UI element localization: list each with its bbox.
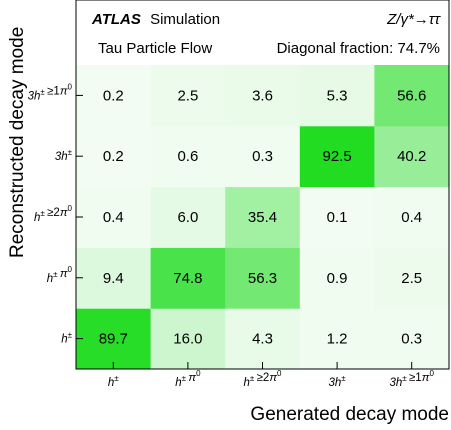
cell-value-label: 0.6 — [177, 148, 198, 165]
cell-value-label: 92.5 — [322, 148, 351, 165]
matrix-cell — [150, 186, 226, 248]
matrix-cell — [299, 65, 375, 127]
cell-value-label: 2.5 — [401, 270, 422, 287]
y-tick-label: 3h± ≥1π0 — [28, 82, 73, 102]
matrix-cell — [76, 247, 152, 309]
cell-value-label: 5.3 — [327, 87, 348, 104]
matrix-cell — [225, 65, 301, 127]
matrix-cell — [150, 308, 226, 370]
y-tick-label: h± π0 — [47, 265, 73, 285]
cell-value-label: 0.9 — [327, 270, 348, 287]
matrix-cell — [225, 125, 301, 188]
cell-value-label: 9.4 — [103, 270, 124, 287]
matrix-cell — [374, 125, 450, 188]
cell-value-label: 4.3 — [252, 331, 273, 348]
x-axis-title: Generated decay mode — [250, 404, 449, 425]
cell-value-label: 6.0 — [177, 209, 198, 226]
cell-value-label: 74.8 — [173, 270, 202, 287]
matrix-cell — [76, 308, 152, 370]
x-tick-label: h± — [108, 374, 119, 389]
cell-value-label: 1.2 — [327, 331, 348, 348]
matrix-cell — [225, 186, 301, 248]
matrix-cell — [225, 308, 301, 370]
y-tick-label: h± — [61, 331, 72, 346]
plot-frame — [75, 0, 450, 370]
matrix-cell — [374, 308, 450, 370]
cell-value-label: 56.3 — [248, 270, 277, 287]
algorithm-label: Tau Particle Flow — [98, 40, 212, 57]
process-label: Z/γ*→ττ — [386, 11, 441, 28]
cell-value-label: 3.6 — [252, 87, 273, 104]
cell-value-label: 0.2 — [103, 87, 124, 104]
cell-value-label: 2.5 — [177, 87, 198, 104]
matrix-cells: 89.7 16.0 4.3 1.2 0.3 9.4 74.8 56.3 0.9 2.5 0.4 6.0… — [76, 0, 450, 370]
cell-value-label: 89.7 — [99, 331, 128, 348]
x-tick-label: h± ≥2π0 — [244, 369, 283, 389]
matrix-cell — [299, 247, 375, 309]
cell-value-label: 16.0 — [173, 331, 202, 348]
x-tick-label: 3h± ≥1π0 — [390, 369, 435, 389]
matrix-cell — [225, 247, 301, 309]
cell-value-label: 0.1 — [327, 209, 348, 226]
cell-value-label: 0.3 — [252, 148, 273, 165]
matrix-cell — [150, 65, 226, 127]
x-tick-label: 3h± — [329, 374, 347, 389]
cell-value-label: 56.6 — [397, 87, 426, 104]
x-tick-labels: h± h± π0 h± ≥2π0 3h± 3h± ≥1π0 — [108, 369, 435, 389]
matrix-cell — [299, 186, 375, 248]
cell-value-label: 0.4 — [103, 209, 124, 226]
matrix-cell — [374, 186, 450, 248]
y-tick-labels: h± h± π0 h± ≥2π0 3h± 3h± ≥1π0 — [28, 82, 73, 345]
x-tick-label: h± π0 — [175, 369, 201, 389]
y-axis-title: Reconstructed decay mode — [7, 27, 28, 258]
cell-value-label: 0.4 — [401, 209, 422, 226]
matrix-cell — [76, 65, 152, 127]
diagonal-fraction-label: Diagonal fraction: 74.7% — [277, 40, 440, 57]
axis-ticks — [76, 94, 413, 369]
matrix-cell — [76, 125, 152, 188]
header-band — [76, 0, 449, 65]
matrix-cell — [150, 125, 226, 188]
matrix-cell — [299, 125, 375, 188]
cell-value-label: 0.2 — [103, 148, 124, 165]
matrix-cell — [299, 308, 375, 370]
matrix-cell — [374, 247, 450, 309]
matrix-cell — [76, 186, 152, 248]
cell-value-label: 35.4 — [248, 209, 277, 226]
matrix-cell — [374, 65, 450, 127]
y-tick-label: 3h± — [55, 148, 73, 163]
experiment-label: ATLAS Simulation — [91, 11, 220, 28]
cell-value-label: 0.3 — [401, 331, 422, 348]
matrix-cell — [150, 247, 226, 309]
cell-value-label: 40.2 — [397, 148, 426, 165]
y-tick-label: h± ≥2π0 — [34, 204, 73, 224]
